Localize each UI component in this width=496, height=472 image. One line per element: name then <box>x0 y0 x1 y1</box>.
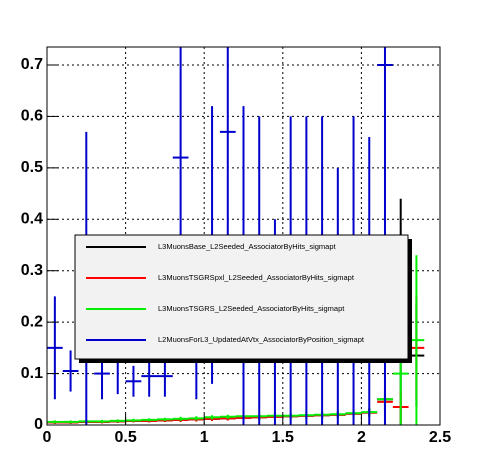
legend-box <box>74 234 409 360</box>
y-tick-label: 0.5 <box>21 159 43 176</box>
data-point <box>62 350 79 392</box>
data-point <box>94 419 110 423</box>
x-tick-label: 1.5 <box>272 429 294 446</box>
data-point <box>204 415 220 420</box>
x-tick-label: 2.5 <box>429 429 451 446</box>
frame <box>46 46 441 426</box>
legend: L3MuonsBase_L2Seeded_AssociatorByHits_si… <box>74 234 412 363</box>
axes: 0 0.5 1 1.5 2 2.5 0 0.1 0.2 0.3 0.4 0.5 0.6 0.7 <box>21 56 451 446</box>
legend-label: L3MuonsTSGRS_L2Seeded_AssociatorByHits_s… <box>158 304 345 313</box>
x-tick-label: 1 <box>200 429 209 446</box>
data-point <box>188 416 205 421</box>
y-tick-label: 0 <box>34 416 43 433</box>
y-tick-label: 0.3 <box>21 262 43 279</box>
y-tick-label: 0.2 <box>21 313 43 330</box>
legend-label: L3MuonsBase_L2Seeded_AssociatorByHits_si… <box>158 242 337 251</box>
data-point <box>109 419 126 423</box>
data-point <box>47 296 63 400</box>
y-tick-label: 0.4 <box>21 211 43 228</box>
data-point <box>62 420 79 424</box>
data-point <box>125 418 142 422</box>
x-tick-label: 0.5 <box>114 429 136 446</box>
data-point <box>172 416 189 421</box>
data-point <box>47 420 63 424</box>
data-point <box>219 414 236 419</box>
data-point <box>141 418 158 422</box>
x-tick-label: 2 <box>357 429 366 446</box>
y-tick-label: 0.7 <box>21 56 43 73</box>
x-tick-label: 0 <box>43 429 52 446</box>
legend-label: L2MuonsForL3_UpdatedAtVtx_AssociatorByPo… <box>158 335 365 344</box>
data-point <box>157 417 173 421</box>
y-tick-label: 0.6 <box>21 108 43 125</box>
data-point <box>125 365 142 397</box>
y-tick-label: 0.1 <box>21 365 43 382</box>
legend-label: L3MuonsTSGRSpxl_L2Seeded_AssociatorByHit… <box>158 273 355 282</box>
